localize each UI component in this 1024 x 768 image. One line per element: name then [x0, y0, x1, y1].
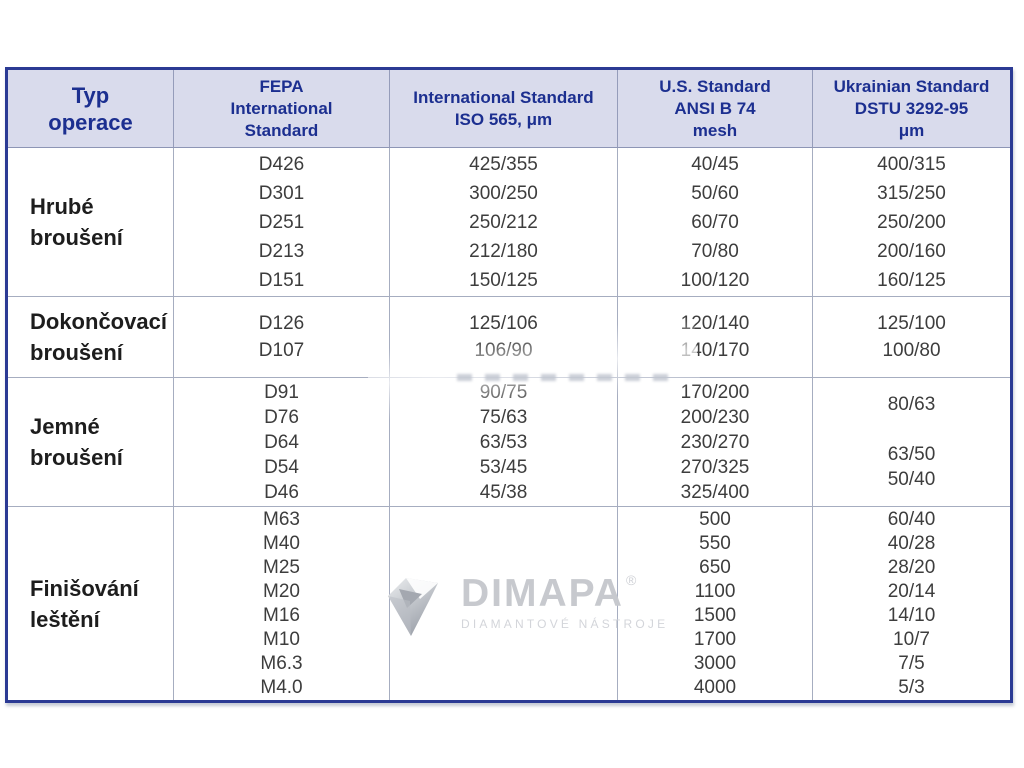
cell-hrube-ua: 400/315 315/250 250/200 200/160 160/125 — [813, 148, 1010, 297]
cell-values: D91 D76 D64 D54 D46 — [264, 381, 299, 503]
cell-values: 90/75 75/63 63/53 53/45 45/38 — [479, 381, 528, 503]
cell-hrube-iso: 425/355 300/250 250/212 212/180 150/125 — [390, 148, 618, 297]
row-label-hrube-brouseni: Hrubé broušení — [8, 148, 174, 297]
row-label-jemne-brouseni: Jemné broušení — [8, 378, 174, 507]
cell-finisovani-ua: 60/40 40/28 28/20 20/14 14/10 10/7 7/5 5… — [813, 507, 1010, 700]
cell-finisovani-fepa: M63 M40 M25 M20 M16 M10 M6.3 M4.0 — [174, 507, 390, 700]
cell-values: 40/45 50/60 60/70 70/80 100/120 — [680, 153, 750, 291]
cell-values: 425/355 300/250 250/212 212/180 150/125 — [469, 153, 538, 291]
cell-jemne-ua: 80/63 63/50 50/40 — [813, 378, 1010, 507]
header-cell-typ-operace: Typ operace — [8, 70, 174, 148]
cell-hrube-us: 40/45 50/60 60/70 70/80 100/120 — [618, 148, 813, 297]
row-label-finisovani-lesteni: Finišování leštění — [8, 507, 174, 700]
row-label-dokoncovaci-brouseni: Dokončovací broušení — [8, 297, 174, 378]
cell-values: 60/40 40/28 28/20 20/14 14/10 10/7 7/5 5… — [887, 508, 936, 698]
cell-values: 125/100 100/80 — [877, 313, 946, 361]
header-cell-fepa-standard: FEPA International Standard — [174, 70, 390, 148]
cell-hrube-fepa: D426 D301 D251 D213 D151 — [174, 148, 390, 297]
cell-dokoncovaci-us: 120/140 140/170 — [618, 297, 813, 378]
abrasive-standards-table: Typ operace FEPA International Standard … — [5, 67, 1013, 703]
cell-values: M63 M40 M25 M20 M16 M10 M6.3 M4.0 — [260, 508, 303, 698]
header-cell-iso-565: International Standard ISO 565, μm — [390, 70, 618, 148]
cell-values: 125/106 106/90 — [469, 313, 538, 361]
cell-jemne-us: 170/200 200/230 230/270 270/325 325/400 — [618, 378, 813, 507]
cell-dokoncovaci-iso: 125/106 106/90 — [390, 297, 618, 378]
cell-values: D426 D301 D251 D213 D151 — [258, 153, 305, 291]
cell-values: D126 D107 — [258, 313, 305, 361]
header-cell-ukrainian-dstu: Ukrainian Standard DSTU 3292-95 μm — [813, 70, 1010, 148]
header-cell-us-ansi: U.S. Standard ANSI B 74 mesh — [618, 70, 813, 148]
cell-jemne-iso: 90/75 75/63 63/53 53/45 45/38 — [390, 378, 618, 507]
cell-values: 120/140 140/170 — [680, 313, 750, 361]
cell-values: 170/200 200/230 230/270 270/325 325/400 — [680, 381, 750, 503]
cell-dokoncovaci-fepa: D126 D107 — [174, 297, 390, 378]
cell-finisovani-iso-empty — [390, 507, 618, 700]
cell-values: 400/315 315/250 250/200 200/160 160/125 — [877, 153, 946, 291]
cell-values: 500 550 650 1100 1500 1700 3000 4000 — [693, 508, 737, 698]
cell-values: 80/63 63/50 50/40 — [887, 394, 936, 490]
cell-jemne-fepa: D91 D76 D64 D54 D46 — [174, 378, 390, 507]
cell-dokoncovaci-ua: 125/100 100/80 — [813, 297, 1010, 378]
cell-finisovani-us: 500 550 650 1100 1500 1700 3000 4000 — [618, 507, 813, 700]
